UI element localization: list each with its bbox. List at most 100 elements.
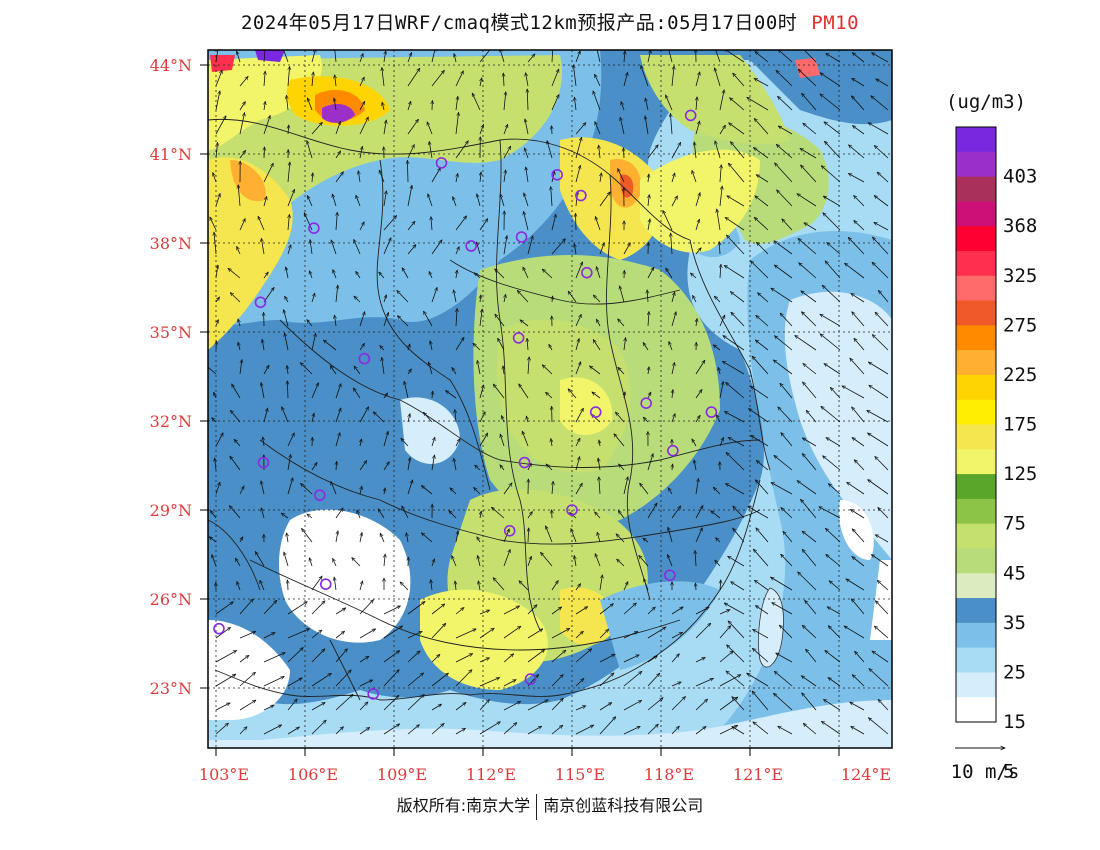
wind-arrow — [828, 678, 841, 687]
wind-arrow — [524, 148, 529, 159]
wind-arrow — [475, 465, 481, 471]
wind-arrow — [216, 142, 218, 159]
wind-arrow — [477, 360, 481, 375]
wind-arrow — [356, 271, 361, 279]
wind-arrow — [755, 480, 769, 495]
wind-arrow — [599, 477, 600, 495]
wind-arrow — [671, 66, 674, 87]
wind-arrow — [215, 70, 222, 87]
wind-arrow — [645, 116, 649, 135]
wind-arrow — [238, 319, 240, 327]
wind-arrow — [599, 440, 600, 447]
city-marker — [640, 397, 652, 410]
wind-arrow — [719, 242, 720, 255]
wind-arrow — [312, 72, 313, 87]
wind-arrow — [618, 511, 625, 519]
wind-arrow — [234, 439, 241, 447]
wind-arrow — [596, 50, 601, 63]
wind-arrow — [623, 477, 628, 495]
wind-arrow — [803, 123, 817, 135]
wind-arrow — [307, 514, 313, 519]
wind-arrow — [719, 186, 722, 207]
wind-arrow — [407, 245, 416, 255]
wind-arrow — [257, 216, 265, 231]
wind-arrow — [780, 383, 793, 399]
legend-label: 5 — [1003, 761, 1014, 783]
wind-arrow — [431, 623, 446, 639]
wind-arrow — [235, 558, 241, 567]
city-marker — [308, 222, 320, 234]
wind-arrow — [455, 628, 476, 639]
wind-arrow — [850, 702, 865, 711]
wind-arrow — [671, 292, 675, 303]
wind-arrow — [722, 361, 745, 375]
wind-arrow — [216, 320, 218, 327]
city-marker — [319, 578, 332, 590]
wind-arrow — [527, 629, 543, 639]
legend-swatch — [956, 548, 996, 574]
wind-arrow — [573, 65, 577, 87]
wind-arrow — [401, 506, 409, 519]
wind-arrow — [526, 416, 528, 423]
wind-arrow — [729, 123, 745, 135]
lon-label: 103°E — [199, 765, 249, 784]
wind-arrow — [775, 163, 793, 183]
legend-label: 175 — [1003, 414, 1037, 436]
city-marker — [314, 489, 326, 501]
wind-arrow — [801, 499, 817, 519]
wind-arrow — [215, 297, 220, 303]
wind-arrow — [287, 189, 295, 207]
wind-arrow — [238, 185, 241, 207]
city-marker — [566, 504, 578, 516]
lon-label: 106°E — [288, 765, 338, 784]
wind-arrow — [780, 313, 793, 327]
wind-arrow — [727, 645, 745, 663]
wind-arrow — [671, 196, 678, 207]
wind-arrow — [574, 556, 576, 567]
wind-arrow — [353, 239, 361, 255]
wind-arrow — [671, 607, 683, 615]
wind-arrow — [623, 603, 636, 615]
wind-arrow — [872, 262, 889, 279]
wind-arrow — [517, 290, 529, 303]
wind-arrow — [331, 481, 337, 495]
wind-arrow — [287, 478, 293, 495]
wind-arrow — [215, 482, 220, 495]
wind-arrow — [695, 583, 696, 591]
wind-arrow — [524, 211, 529, 231]
wind-arrow — [728, 163, 745, 183]
wind-arrow — [527, 236, 533, 255]
wind-arrow — [546, 464, 553, 471]
wind-arrow — [575, 631, 583, 639]
wind-arrow — [358, 171, 360, 183]
wind-arrow — [725, 411, 745, 423]
wind-arrow — [868, 718, 889, 735]
wind-arrow — [871, 96, 889, 111]
wind-arrow — [407, 68, 420, 87]
wind-arrow — [230, 293, 241, 303]
wind-arrow — [619, 464, 625, 471]
wind-arrow — [551, 607, 562, 615]
wind-arrow — [878, 699, 889, 711]
wind-arrow — [263, 115, 270, 135]
wind-arrow — [525, 119, 529, 135]
wind-arrow — [230, 456, 241, 471]
wind-arrow — [407, 160, 408, 183]
wind-arrow — [730, 98, 745, 111]
wind-arrow — [542, 365, 553, 375]
latitude-labels: 44°N 41°N 38°N 35°N 32°N 29°N 26°N 23°N — [150, 56, 192, 698]
copyright: 版权所有:南京大学 南京创蓝科技有限公司 — [0, 792, 1100, 820]
wind-arrow — [575, 705, 586, 711]
wind-arrow — [359, 600, 374, 615]
wind-arrow — [236, 246, 241, 255]
wind-arrow — [334, 577, 336, 591]
wind-arrow — [263, 272, 268, 279]
wind-arrow — [452, 556, 457, 567]
wind-arrow — [431, 455, 435, 471]
wind-arrow — [568, 291, 577, 303]
wind-arrow — [802, 693, 817, 711]
wind-arrow — [527, 89, 528, 111]
wind-arrow — [288, 66, 290, 87]
wind-arrow — [728, 621, 745, 639]
wind-arrow — [551, 698, 563, 711]
